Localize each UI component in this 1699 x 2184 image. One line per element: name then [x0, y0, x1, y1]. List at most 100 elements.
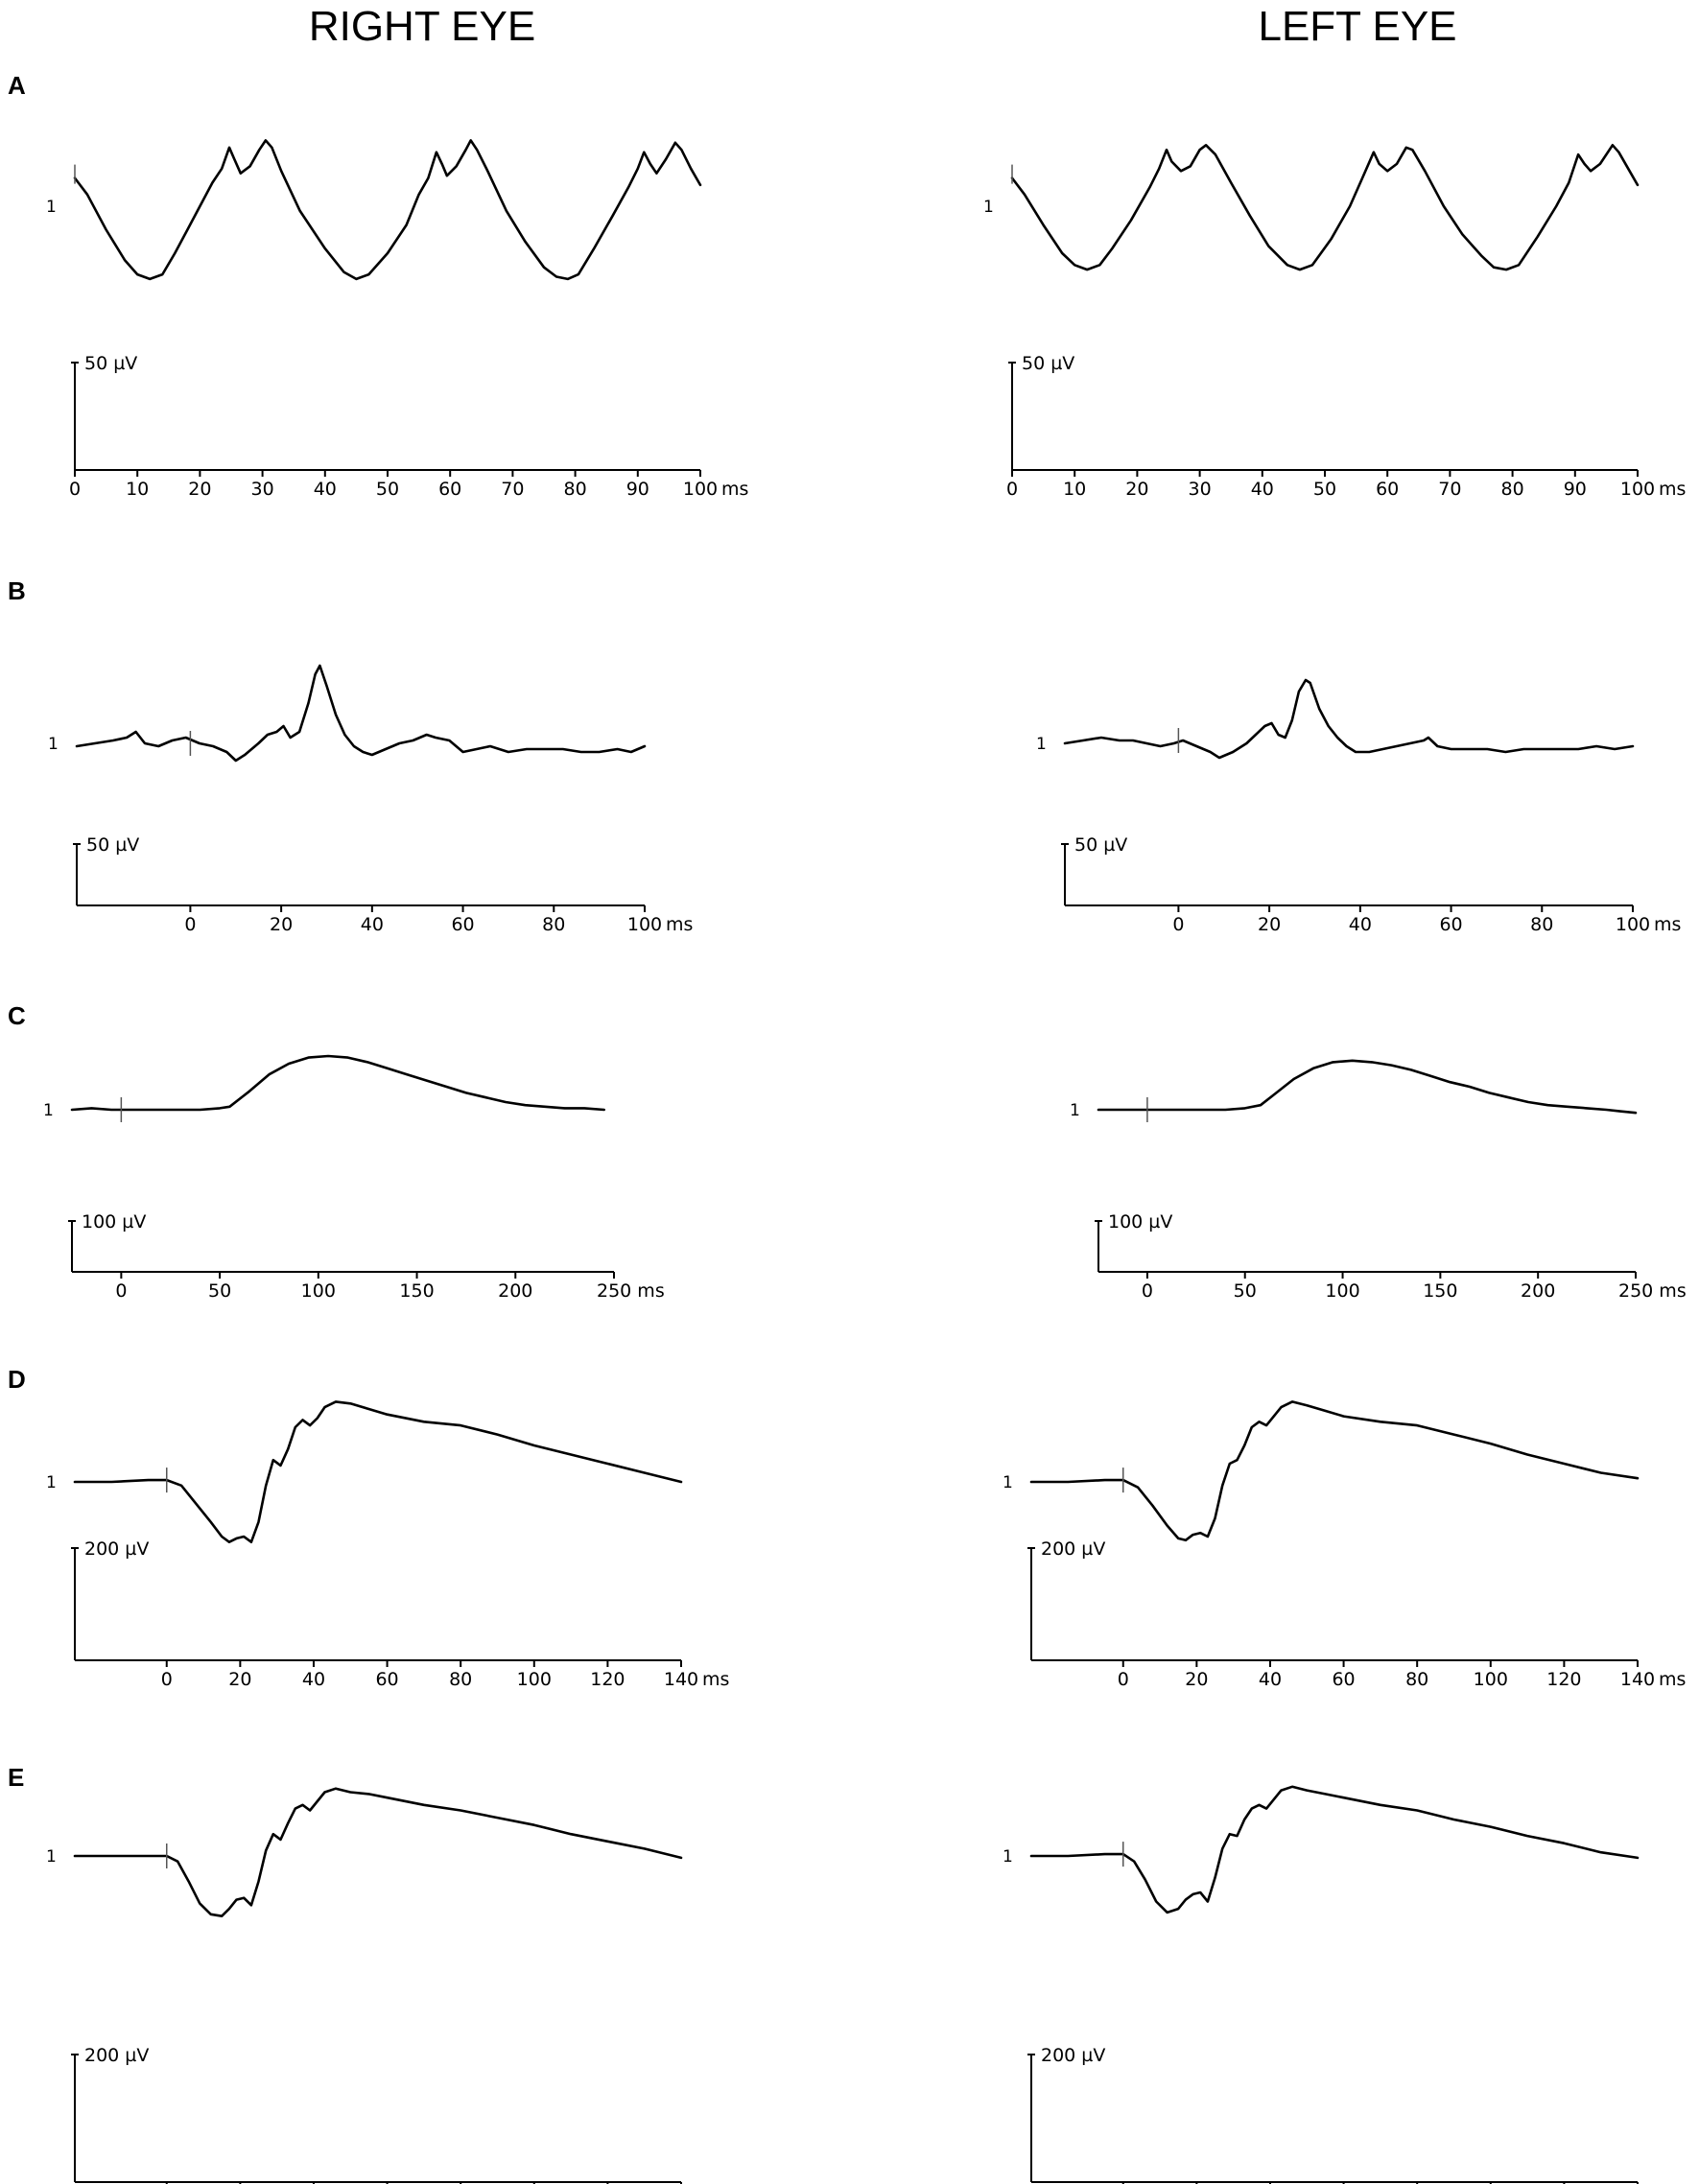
tick-label-a-left: 40: [1251, 479, 1274, 500]
tick-label-c-left: 100: [1325, 1280, 1359, 1302]
tick-label-b-left: 0: [1172, 914, 1184, 935]
tick-label-c-left: 150: [1423, 1280, 1457, 1302]
trace-b-right: [75, 664, 647, 763]
scale-label-c-right: 100 µV: [82, 1211, 146, 1233]
tick-label-d-left: 80: [1405, 1669, 1428, 1690]
tick-label-a-left: 50: [1313, 479, 1336, 500]
tick-label-c-right: 250 ms: [597, 1280, 665, 1302]
tick-label-a-right: 30: [251, 479, 274, 500]
tick-label-d-right: 140: [664, 1669, 698, 1690]
tick-label-c-right: 100: [301, 1280, 336, 1302]
trace-e-left: [1029, 1785, 1640, 1914]
tick-label-d-right: 80: [449, 1669, 472, 1690]
channel-label-a-right: 1: [46, 198, 57, 217]
unit-label-d-right: ms: [702, 1669, 729, 1690]
trace-d-right: [73, 1400, 683, 1543]
trace-c-right: [70, 1054, 605, 1112]
channel-label-b-right: 1: [48, 735, 59, 754]
tick-label-d-right: 40: [302, 1669, 325, 1690]
tick-label-d-left: 100: [1474, 1669, 1508, 1690]
tick-label-d-right: 120: [590, 1669, 625, 1690]
channel-label-d-left: 1: [1003, 1473, 1013, 1492]
tick-label-c-right: 50: [208, 1280, 231, 1302]
trace-a-left: [1010, 144, 1640, 271]
panel-letter-b: B: [8, 576, 26, 605]
scale-label-a-right: 50 µV: [84, 353, 137, 374]
tick-label-b-right: 100: [627, 914, 662, 935]
scale-label-d-right: 200 µV: [84, 1538, 149, 1560]
tick-label-a-right: 40: [314, 479, 337, 500]
tick-label-a-right: 60: [438, 479, 461, 500]
tick-label-a-left: 0: [1006, 479, 1018, 500]
panel-letter-c: C: [8, 1001, 26, 1030]
channel-label-c-left: 1: [1070, 1101, 1080, 1120]
panel-letter-a: A: [8, 71, 26, 100]
channel-label-e-left: 1: [1003, 1847, 1013, 1867]
tick-label-a-right: 100: [683, 479, 718, 500]
tick-label-d-right: 0: [161, 1669, 173, 1690]
tick-label-a-right: 80: [564, 479, 587, 500]
trace-b-left: [1063, 678, 1635, 760]
tick-label-a-right: 50: [376, 479, 399, 500]
tick-label-c-left: 0: [1142, 1280, 1153, 1302]
column-title-left-eye: LEFT EYE: [1258, 3, 1456, 50]
tick-label-c-left: 50: [1234, 1280, 1257, 1302]
tick-label-a-right: 20: [188, 479, 211, 500]
trace-d-left: [1029, 1400, 1640, 1542]
tick-label-c-right: 200: [498, 1280, 532, 1302]
trace-c-left: [1097, 1059, 1638, 1115]
tick-label-a-left: 70: [1438, 479, 1461, 500]
tick-label-a-left: 100: [1620, 479, 1655, 500]
column-title-right-eye: RIGHT EYE: [309, 3, 535, 50]
scale-label-b-right: 50 µV: [86, 834, 139, 856]
tick-label-a-left: 60: [1376, 479, 1399, 500]
tick-label-d-right: 100: [517, 1669, 552, 1690]
tick-label-d-left: 120: [1546, 1669, 1581, 1690]
tick-label-c-right: 150: [399, 1280, 434, 1302]
unit-label-b-left: ms: [1654, 914, 1681, 935]
scale-label-b-left: 50 µV: [1074, 834, 1127, 856]
tick-label-b-left: 60: [1439, 914, 1462, 935]
tick-label-b-left: 40: [1349, 914, 1372, 935]
tick-label-a-right: 90: [626, 479, 649, 500]
unit-label-a-right: ms: [721, 479, 748, 500]
tick-label-d-right: 60: [375, 1669, 398, 1690]
channel-label-c-right: 1: [43, 1101, 54, 1120]
tick-label-b-right: 0: [184, 914, 196, 935]
trace-a-right: [73, 139, 702, 281]
unit-label-b-right: ms: [666, 914, 693, 935]
tick-label-d-left: 140: [1620, 1669, 1655, 1690]
tick-label-d-left: 40: [1259, 1669, 1282, 1690]
tick-label-a-left: 30: [1189, 479, 1212, 500]
tick-label-a-left: 90: [1564, 479, 1587, 500]
channel-label-e-right: 1: [46, 1847, 57, 1867]
channel-label-b-left: 1: [1036, 735, 1047, 754]
scale-label-c-left: 100 µV: [1108, 1211, 1172, 1233]
tick-label-d-left: 20: [1185, 1669, 1208, 1690]
tick-label-b-right: 80: [542, 914, 565, 935]
tick-label-a-left: 80: [1501, 479, 1524, 500]
tick-label-d-left: 60: [1332, 1669, 1355, 1690]
tick-label-a-left: 20: [1125, 479, 1148, 500]
tick-label-c-left: 200: [1521, 1280, 1555, 1302]
tick-label-b-right: 40: [361, 914, 384, 935]
scale-label-e-right: 200 µV: [84, 2045, 149, 2066]
tick-label-a-right: 70: [501, 479, 524, 500]
tick-label-b-left: 80: [1530, 914, 1553, 935]
panel-letter-d: D: [8, 1365, 26, 1394]
unit-label-a-left: ms: [1659, 479, 1686, 500]
tick-label-c-left: 250 ms: [1618, 1280, 1687, 1302]
tick-label-d-left: 0: [1118, 1669, 1129, 1690]
channel-label-a-left: 1: [983, 198, 994, 217]
tick-label-b-right: 20: [270, 914, 293, 935]
tick-label-d-right: 20: [228, 1669, 251, 1690]
tick-label-b-left: 100: [1616, 914, 1650, 935]
tick-label-c-right: 0: [115, 1280, 127, 1302]
scale-label-d-left: 200 µV: [1041, 1538, 1105, 1560]
tick-label-a-left: 10: [1063, 479, 1086, 500]
tick-label-a-right: 0: [69, 479, 81, 500]
tick-label-b-left: 20: [1258, 914, 1281, 935]
tick-label-a-right: 10: [126, 479, 149, 500]
